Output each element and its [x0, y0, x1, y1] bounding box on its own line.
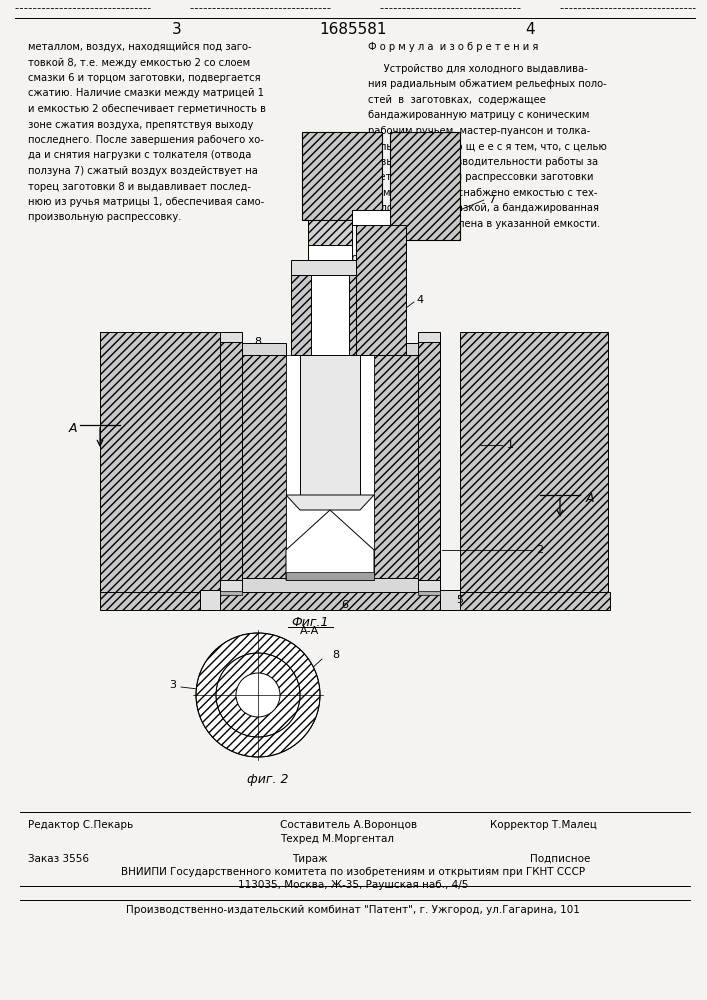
- Text: и емкостью 2 обеспечивает герметичность в: и емкостью 2 обеспечивает герметичность …: [28, 104, 266, 114]
- Bar: [220, 580, 440, 592]
- Polygon shape: [286, 495, 374, 510]
- Text: смазки 6 и торцом заготовки, подвергается: смазки 6 и торцом заготовки, подвергаетс…: [28, 73, 261, 83]
- Text: Составитель А.Воронцов: Составитель А.Воронцов: [280, 820, 417, 830]
- Text: 2: 2: [537, 545, 544, 555]
- Text: фиг. 2: фиг. 2: [247, 773, 288, 786]
- Text: 3: 3: [170, 680, 177, 690]
- Text: А: А: [69, 422, 77, 434]
- Bar: [220, 332, 242, 342]
- Bar: [374, 355, 418, 580]
- Text: да и снятия нагрузки с толкателя (отвода: да и снятия нагрузки с толкателя (отвода: [28, 150, 252, 160]
- Text: нологической смазкой, а бандажированная: нологической смазкой, а бандажированная: [368, 203, 599, 213]
- Text: зоне сжатия воздуха, препятствуя выходу: зоне сжатия воздуха, препятствуя выходу: [28, 119, 253, 129]
- Text: 8: 8: [255, 337, 262, 347]
- Text: 5: 5: [349, 193, 356, 203]
- Text: 3: 3: [172, 22, 182, 37]
- Bar: [418, 591, 440, 595]
- Bar: [460, 332, 608, 592]
- Bar: [291, 275, 311, 355]
- Bar: [300, 355, 360, 495]
- Bar: [308, 220, 352, 260]
- Text: Корректор Т.Малец: Корректор Т.Малец: [490, 820, 597, 830]
- Bar: [100, 592, 610, 610]
- Text: Техред М.Моргентал: Техред М.Моргентал: [280, 834, 394, 844]
- Text: 10: 10: [346, 255, 358, 265]
- Text: А: А: [586, 491, 595, 504]
- Text: 113035, Москва, Ж-35, Раушская наб., 4/5: 113035, Москва, Ж-35, Раушская наб., 4/5: [238, 880, 468, 890]
- Text: произвольную распрессовку.: произвольную распрессовку.: [28, 213, 182, 223]
- Bar: [242, 578, 418, 592]
- Text: 8: 8: [332, 650, 339, 660]
- Text: металлом, воздух, находящийся под заго-: металлом, воздух, находящийся под заго-: [28, 42, 252, 52]
- Text: повышения производительности работы за: повышения производительности работы за: [368, 157, 598, 167]
- Text: тель, о т л и ч а ю щ е е с я тем, что, с целью: тель, о т л и ч а ю щ е е с я тем, что, …: [368, 141, 607, 151]
- Text: торец заготовки 8 и выдавливает послед-: торец заготовки 8 и выдавливает послед-: [28, 182, 251, 192]
- Text: 4: 4: [525, 22, 534, 37]
- Text: 6: 6: [341, 600, 349, 610]
- Text: Ф о р м у л а  и з о б р е т е н и я: Ф о р м у л а и з о б р е т е н и я: [368, 42, 538, 52]
- Text: из матрицы, оно снабжено емкостью с тех-: из матрицы, оно снабжено емкостью с тех-: [368, 188, 597, 198]
- Text: Тираж: Тираж: [292, 854, 328, 864]
- Text: 4: 4: [416, 295, 423, 305]
- Circle shape: [216, 653, 300, 737]
- Text: ползуна 7) сжатый воздух воздействует на: ползуна 7) сжатый воздух воздействует на: [28, 166, 258, 176]
- Text: 7: 7: [489, 195, 496, 205]
- Text: Производственно-издательский комбинат "Патент", г. Ужгород, ул.Гагарина, 101: Производственно-издательский комбинат "П…: [126, 905, 580, 915]
- Bar: [352, 210, 390, 225]
- Bar: [286, 572, 374, 580]
- Text: стей  в  заготовках,  содержащее: стей в заготовках, содержащее: [368, 95, 546, 105]
- Text: матрица установлена в указанной емкости.: матрица установлена в указанной емкости.: [368, 219, 600, 229]
- Text: товкой 8, т.е. между емкостью 2 со слоем: товкой 8, т.е. между емкостью 2 со слоем: [28, 57, 250, 68]
- Bar: [418, 334, 440, 592]
- Bar: [302, 132, 382, 220]
- Text: счет обеспечения распрессовки заготовки: счет обеспечения распрессовки заготовки: [368, 172, 593, 182]
- Circle shape: [236, 673, 280, 717]
- Text: ВНИИПИ Государственного комитета по изобретениям и открытиям при ГКНТ СССР: ВНИИПИ Государственного комитета по изоб…: [121, 867, 585, 877]
- Circle shape: [196, 633, 320, 757]
- Text: 3: 3: [252, 455, 259, 465]
- Bar: [220, 591, 242, 595]
- Text: бандажированную матрицу с коническим: бандажированную матрицу с коническим: [368, 110, 590, 120]
- Bar: [242, 355, 286, 580]
- Text: 1: 1: [506, 440, 513, 450]
- Bar: [200, 590, 220, 610]
- Text: Устройство для холодного выдавлива-: Устройство для холодного выдавлива-: [368, 64, 588, 74]
- Text: последнего. После завершения рабочего хо-: последнего. После завершения рабочего хо…: [28, 135, 264, 145]
- Bar: [291, 260, 369, 275]
- Text: рабочим ручьем, мастер-пуансон и толка-: рабочим ручьем, мастер-пуансон и толка-: [368, 126, 590, 136]
- Bar: [308, 220, 352, 245]
- Bar: [440, 590, 460, 610]
- Bar: [220, 334, 242, 592]
- Bar: [286, 355, 374, 580]
- Bar: [100, 332, 220, 592]
- Text: нюю из ручья матрицы 1, обеспечивая само-: нюю из ручья матрицы 1, обеспечивая само…: [28, 197, 264, 207]
- Bar: [374, 343, 418, 355]
- Text: Редактор С.Пекарь: Редактор С.Пекарь: [28, 820, 133, 830]
- Text: Подписное: Подписное: [530, 854, 590, 864]
- Bar: [308, 180, 352, 355]
- Text: 5: 5: [457, 595, 464, 605]
- Bar: [390, 132, 460, 240]
- Text: Фиг.1: Фиг.1: [291, 616, 329, 629]
- Text: 1685581: 1685581: [320, 22, 387, 37]
- Polygon shape: [286, 510, 374, 580]
- Bar: [356, 225, 406, 355]
- Text: ния радиальным обжатием рельефных поло-: ния радиальным обжатием рельефных поло-: [368, 79, 607, 89]
- Bar: [349, 275, 369, 355]
- Text: сжатию. Наличие смазки между матрицей 1: сжатию. Наличие смазки между матрицей 1: [28, 89, 264, 99]
- Text: А-А: А-А: [300, 626, 320, 636]
- Bar: [242, 343, 286, 355]
- Bar: [418, 332, 440, 342]
- Text: Заказ 3556: Заказ 3556: [28, 854, 89, 864]
